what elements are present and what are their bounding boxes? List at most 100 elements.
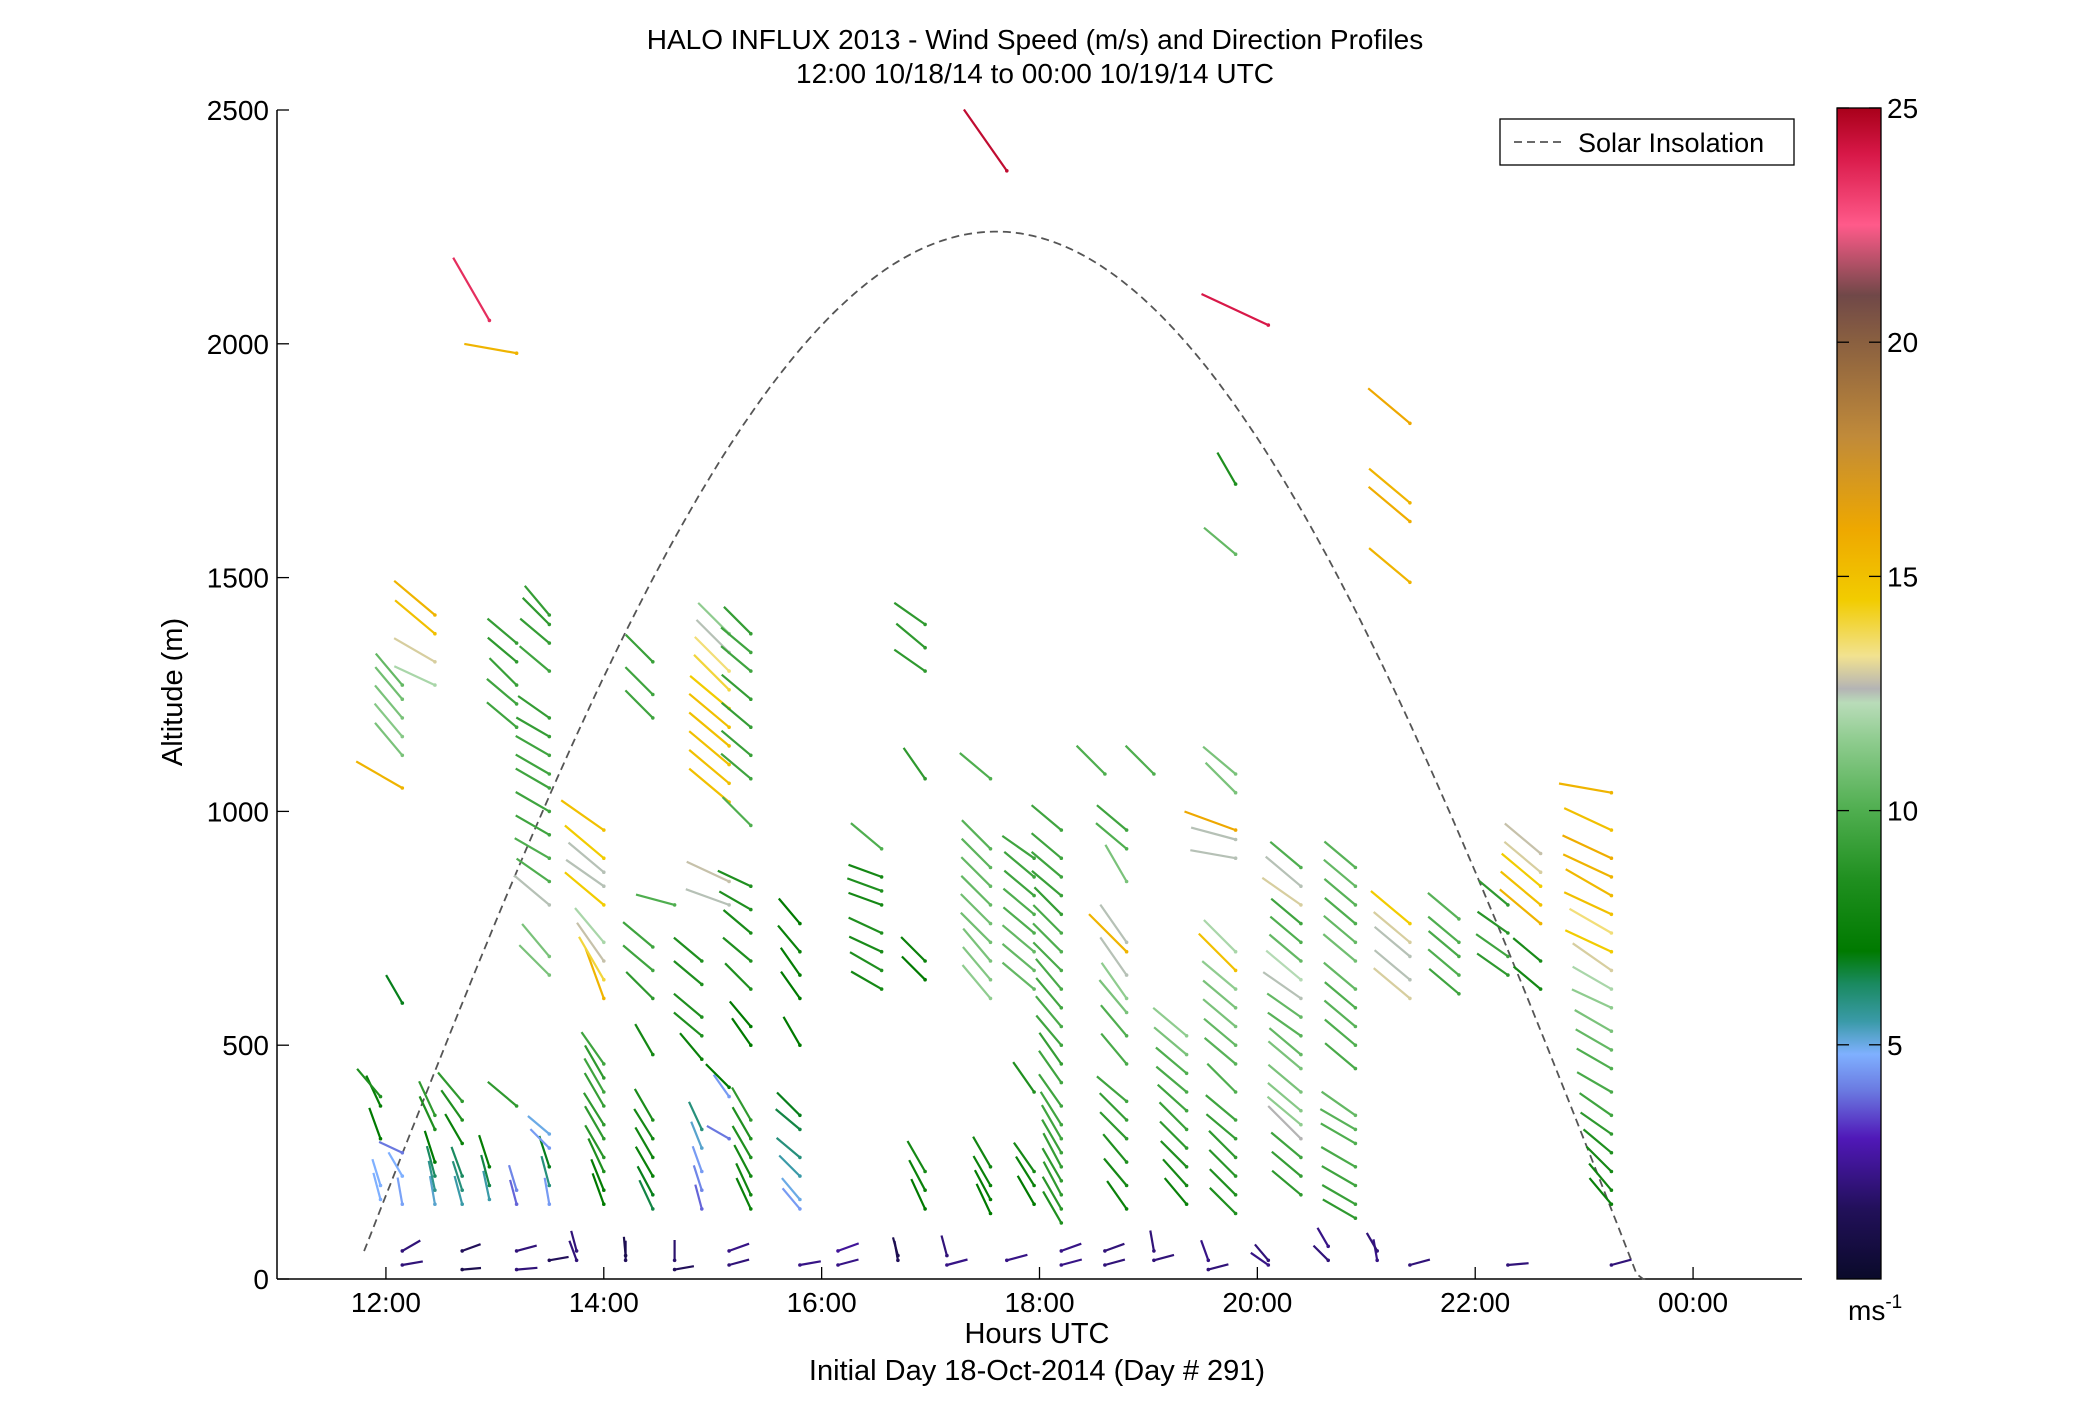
wind-vector-tip <box>547 1202 552 1206</box>
wind-vector <box>1153 1026 1188 1056</box>
wind-vector <box>1323 840 1357 869</box>
solar-insolation-curve <box>363 230 1650 1280</box>
wind-vector-tip <box>923 669 927 673</box>
wind-vector <box>688 1101 703 1130</box>
wind-vector-tip <box>923 1188 927 1192</box>
wind-vector-tip <box>1326 1244 1330 1249</box>
colorbar-tick-label: 10 <box>1887 796 1918 827</box>
wind-vector-tip <box>727 781 731 786</box>
wind-vector-tip <box>1353 884 1358 888</box>
wind-vector <box>960 911 992 944</box>
wind-vector-tip <box>547 903 552 907</box>
wind-vector <box>1098 1092 1128 1121</box>
wind-vector <box>848 891 882 906</box>
wind-vector-tip <box>1353 1024 1358 1029</box>
wind-vector-tip <box>749 1155 753 1160</box>
wind-vector-tip <box>651 692 655 697</box>
wind-vector <box>1001 961 1035 990</box>
wind-vector <box>451 1160 464 1191</box>
wind-vector <box>895 622 926 649</box>
wind-vector-tip <box>1233 1118 1238 1122</box>
wind-vector-tip <box>749 725 753 729</box>
wind-vector-tip <box>700 1188 704 1192</box>
wind-vector-tip <box>1005 1258 1009 1263</box>
wind-vector <box>1588 1177 1613 1205</box>
wind-vector <box>1368 547 1411 584</box>
wind-vector <box>686 860 730 883</box>
x-tick-label: 12:00 <box>351 1287 421 1318</box>
wind-vector <box>487 1080 518 1107</box>
wind-vector <box>1372 967 1411 1000</box>
wind-vector <box>540 1155 551 1186</box>
wind-vector <box>590 1158 605 1191</box>
y-tick-label: 2000 <box>207 329 269 360</box>
wind-vector <box>1564 929 1612 953</box>
wind-vector <box>513 874 551 906</box>
wind-vector <box>1574 1009 1612 1033</box>
wind-vector-tip <box>514 1267 519 1272</box>
wind-vector-tip <box>988 959 993 963</box>
colorbar-unit-exponent: -1 <box>1885 1292 1902 1313</box>
wind-vector-tip <box>1299 1066 1303 1071</box>
wind-vector <box>1035 977 1063 1009</box>
wind-vector-tip <box>602 1090 606 1094</box>
wind-vector <box>1201 960 1237 990</box>
wind-vector-tip <box>945 1263 949 1267</box>
wind-vector <box>440 1089 464 1121</box>
wind-vector-tip <box>433 683 437 687</box>
wind-vector <box>1324 897 1357 925</box>
wind-vector <box>688 692 730 729</box>
wind-vector <box>587 1138 605 1172</box>
wind-vector <box>635 893 675 906</box>
wind-vector-tip <box>1184 1146 1189 1150</box>
wind-vector-tip <box>1233 552 1238 556</box>
wind-vector <box>418 1080 436 1116</box>
wind-vector <box>428 1175 436 1205</box>
wind-vector-tip <box>727 1094 731 1099</box>
wind-vector-tip <box>651 716 655 720</box>
wind-vector <box>521 923 551 958</box>
wind-vector <box>973 1169 992 1201</box>
y-tick-label: 1500 <box>207 563 269 594</box>
wind-vector <box>1324 1042 1357 1070</box>
wind-vector-tip <box>1538 959 1543 963</box>
wind-vector-tip <box>1609 1132 1614 1136</box>
wind-vector <box>720 701 752 729</box>
wind-vector <box>423 1130 436 1163</box>
wind-vector-tip <box>1299 884 1303 888</box>
wind-vector-tip <box>1124 973 1129 977</box>
wind-vector-tip <box>700 1146 704 1150</box>
wind-vector-tip <box>1005 169 1009 173</box>
wind-vector-tip <box>547 753 552 758</box>
wind-vector <box>1323 858 1357 888</box>
wind-vector <box>780 970 801 1000</box>
wind-vector <box>962 108 1008 172</box>
wind-vector-tip <box>749 907 753 912</box>
wind-vector <box>692 1165 703 1191</box>
wind-vector-tip <box>547 716 552 720</box>
wind-vector <box>625 971 654 1000</box>
wind-vector <box>1323 914 1357 944</box>
wind-vector-tip <box>602 1104 606 1108</box>
wind-vector-tip <box>547 613 552 617</box>
wind-vector <box>374 684 404 719</box>
wind-vector <box>509 1179 518 1205</box>
wind-vector <box>393 665 436 687</box>
wind-vector-tip <box>1206 1258 1211 1263</box>
wind-vector <box>486 617 518 644</box>
wind-vector-tip <box>749 884 753 888</box>
wind-vector-tip <box>1233 1193 1238 1197</box>
wind-vector-tip <box>378 1104 383 1108</box>
wind-vector-tip <box>727 688 731 692</box>
wind-vector <box>720 645 752 672</box>
wind-vector-tip <box>1124 940 1129 945</box>
wind-vector <box>1096 804 1128 831</box>
wind-vector-tip <box>547 622 552 627</box>
legend-box <box>1499 118 1795 166</box>
wind-vector-tip <box>1124 1183 1129 1188</box>
wind-vector-tip <box>988 1183 993 1188</box>
wind-vector-tip <box>651 1207 655 1211</box>
wind-vector <box>1267 1082 1302 1112</box>
wind-vector <box>781 1187 801 1210</box>
wind-vector <box>1104 1258 1126 1267</box>
